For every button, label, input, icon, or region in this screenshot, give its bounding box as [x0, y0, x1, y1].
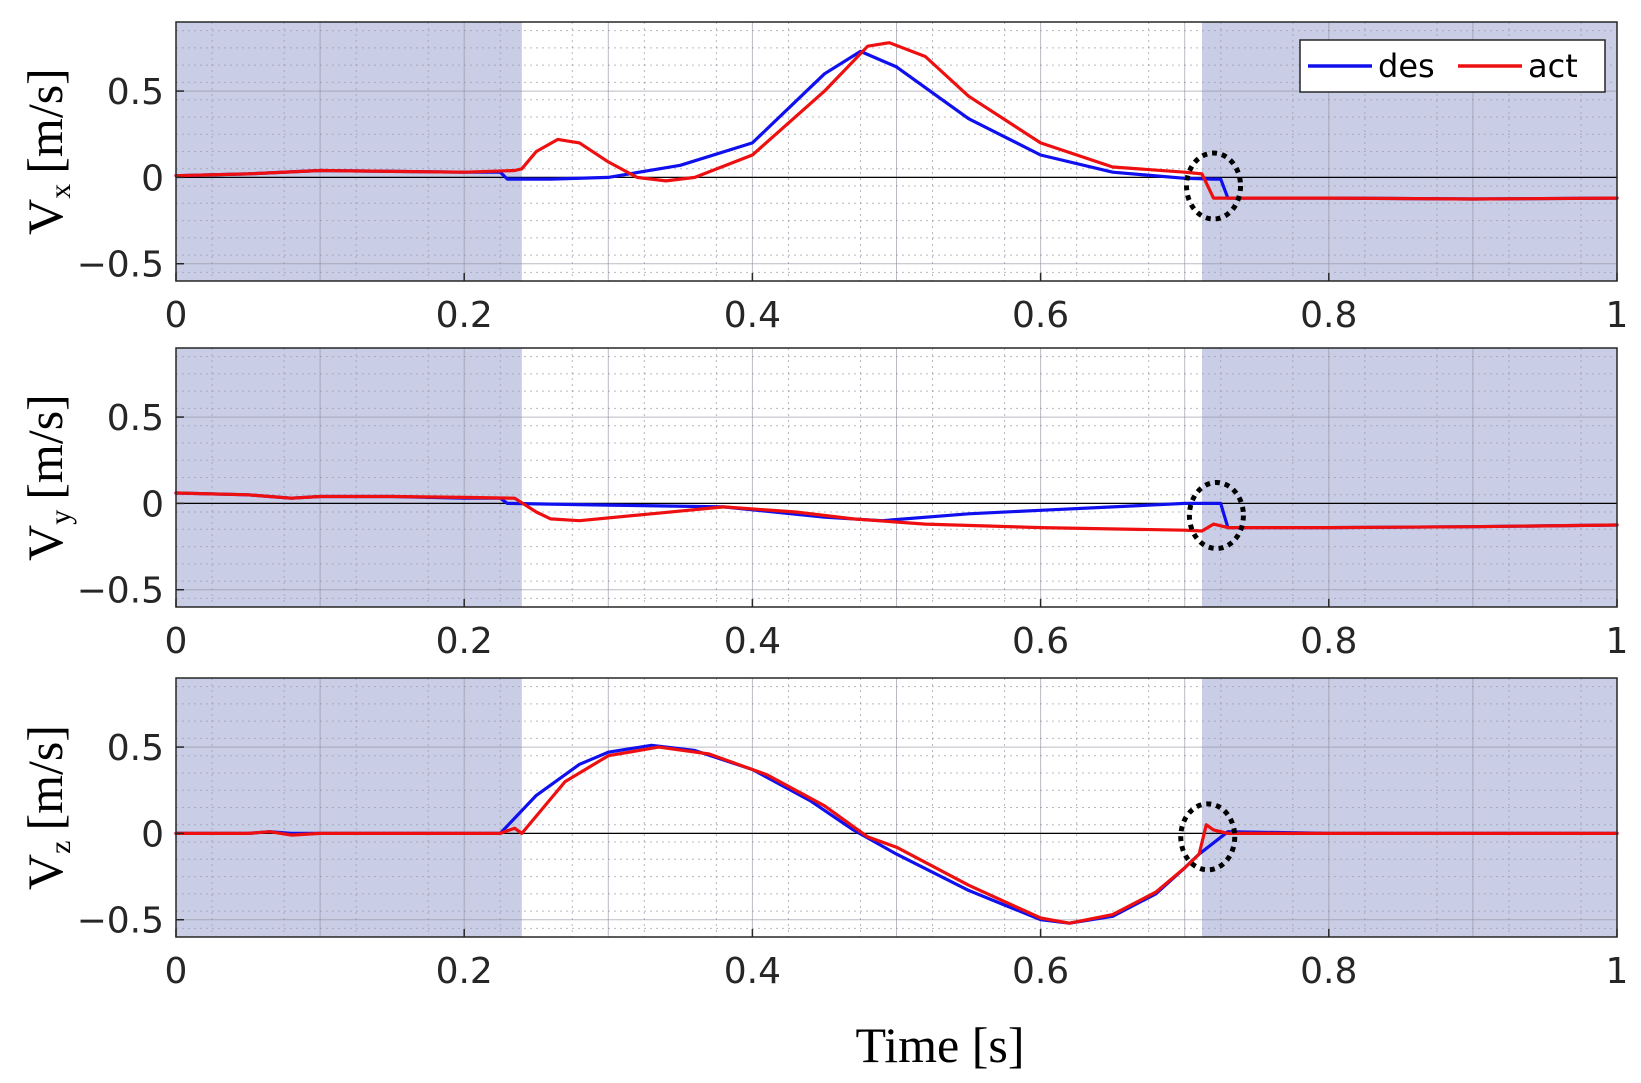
- x-tick-label: 0.6: [1012, 621, 1069, 662]
- x-tick-label: 0.6: [1012, 295, 1069, 336]
- y-axis-label-subscript: y: [44, 510, 77, 525]
- y-tick-label: 0: [141, 484, 164, 525]
- y-tick-label: −0.5: [77, 245, 164, 286]
- x-tick-label: 0.8: [1300, 295, 1357, 336]
- x-tick-label: 0.2: [436, 621, 493, 662]
- x-tick-label: 0.4: [724, 951, 781, 992]
- y-axis-label-symbol: V: [17, 854, 73, 890]
- panel-x: 0 0.2 0.4 0.6 0.8 1−0.500.5Vx[m/s]des act: [17, 21, 1629, 336]
- x-tick-label: 0.4: [724, 621, 781, 662]
- series-line-act: [174, 745, 1619, 925]
- y-axis-label: Vx [m/s]: [17, 68, 77, 235]
- y-axis-label: Vz [m/s]: [17, 725, 77, 890]
- x-tick-label: 1: [1606, 295, 1629, 336]
- shaded-region: [1201, 678, 1617, 937]
- shaded-region: [176, 348, 522, 607]
- shaded-region: [1201, 348, 1617, 607]
- y-axis-label-unit: [m/s]: [17, 68, 73, 174]
- x-tick-label: 1: [1606, 621, 1629, 662]
- y-axis-label-subscript: z: [44, 841, 77, 854]
- axes-frame: [175, 347, 1618, 608]
- y-tick-label: 0.5: [107, 398, 164, 439]
- y-axis-label-symbol: V: [17, 199, 73, 235]
- y-axis-label-unit: [m/s]: [17, 394, 73, 500]
- shaded-region: [176, 22, 522, 281]
- y-axis-label: Vy [m/s]: [17, 394, 77, 561]
- y-tick-label: 0.5: [107, 728, 164, 769]
- y-tick-label: 0.5: [107, 72, 164, 113]
- legend-label-act: act: [1528, 47, 1578, 85]
- x-tick-label: 1: [1606, 951, 1629, 992]
- x-tick-label: 0.8: [1300, 951, 1357, 992]
- legend-label-des: des: [1378, 47, 1435, 85]
- highlight-ellipse: [1184, 150, 1244, 222]
- y-axis-label-unit: [m/s]: [17, 725, 73, 831]
- x-tick-label: 0.4: [724, 295, 781, 336]
- y-tick-label: −0.5: [77, 901, 164, 942]
- highlight-ellipse: [1178, 801, 1238, 873]
- x-axis-label: Time [s]: [855, 1017, 1024, 1073]
- y-axis-label-symbol: V: [17, 525, 73, 561]
- legend: des act: [1299, 39, 1606, 93]
- panel-y: 0 0.2 0.4 0.6 0.8 1−0.500.5Vy[m/s]: [17, 347, 1629, 662]
- axes-frame: [175, 21, 1618, 282]
- series-line-act: [174, 491, 1619, 533]
- y-tick-label: 0: [141, 158, 164, 199]
- x-tick-label: 0.2: [436, 951, 493, 992]
- x-tick-label: 0.2: [436, 295, 493, 336]
- axes-frame: [175, 677, 1618, 938]
- y-tick-label: −0.5: [77, 571, 164, 612]
- x-tick-label: 0: [165, 621, 188, 662]
- x-tick-label: 0.8: [1300, 621, 1357, 662]
- x-tick-label: 0: [165, 951, 188, 992]
- highlight-ellipse: [1186, 479, 1246, 551]
- series-line-act: [174, 41, 1619, 201]
- x-tick-label: 0: [165, 295, 188, 336]
- y-axis-label-subscript: x: [44, 184, 77, 199]
- shaded-region: [176, 678, 522, 937]
- x-tick-label: 0.6: [1012, 951, 1069, 992]
- panel-z: 0 0.2 0.4 0.6 0.8 1−0.500.5Vz[m/s]: [17, 677, 1629, 992]
- y-tick-label: 0: [141, 814, 164, 855]
